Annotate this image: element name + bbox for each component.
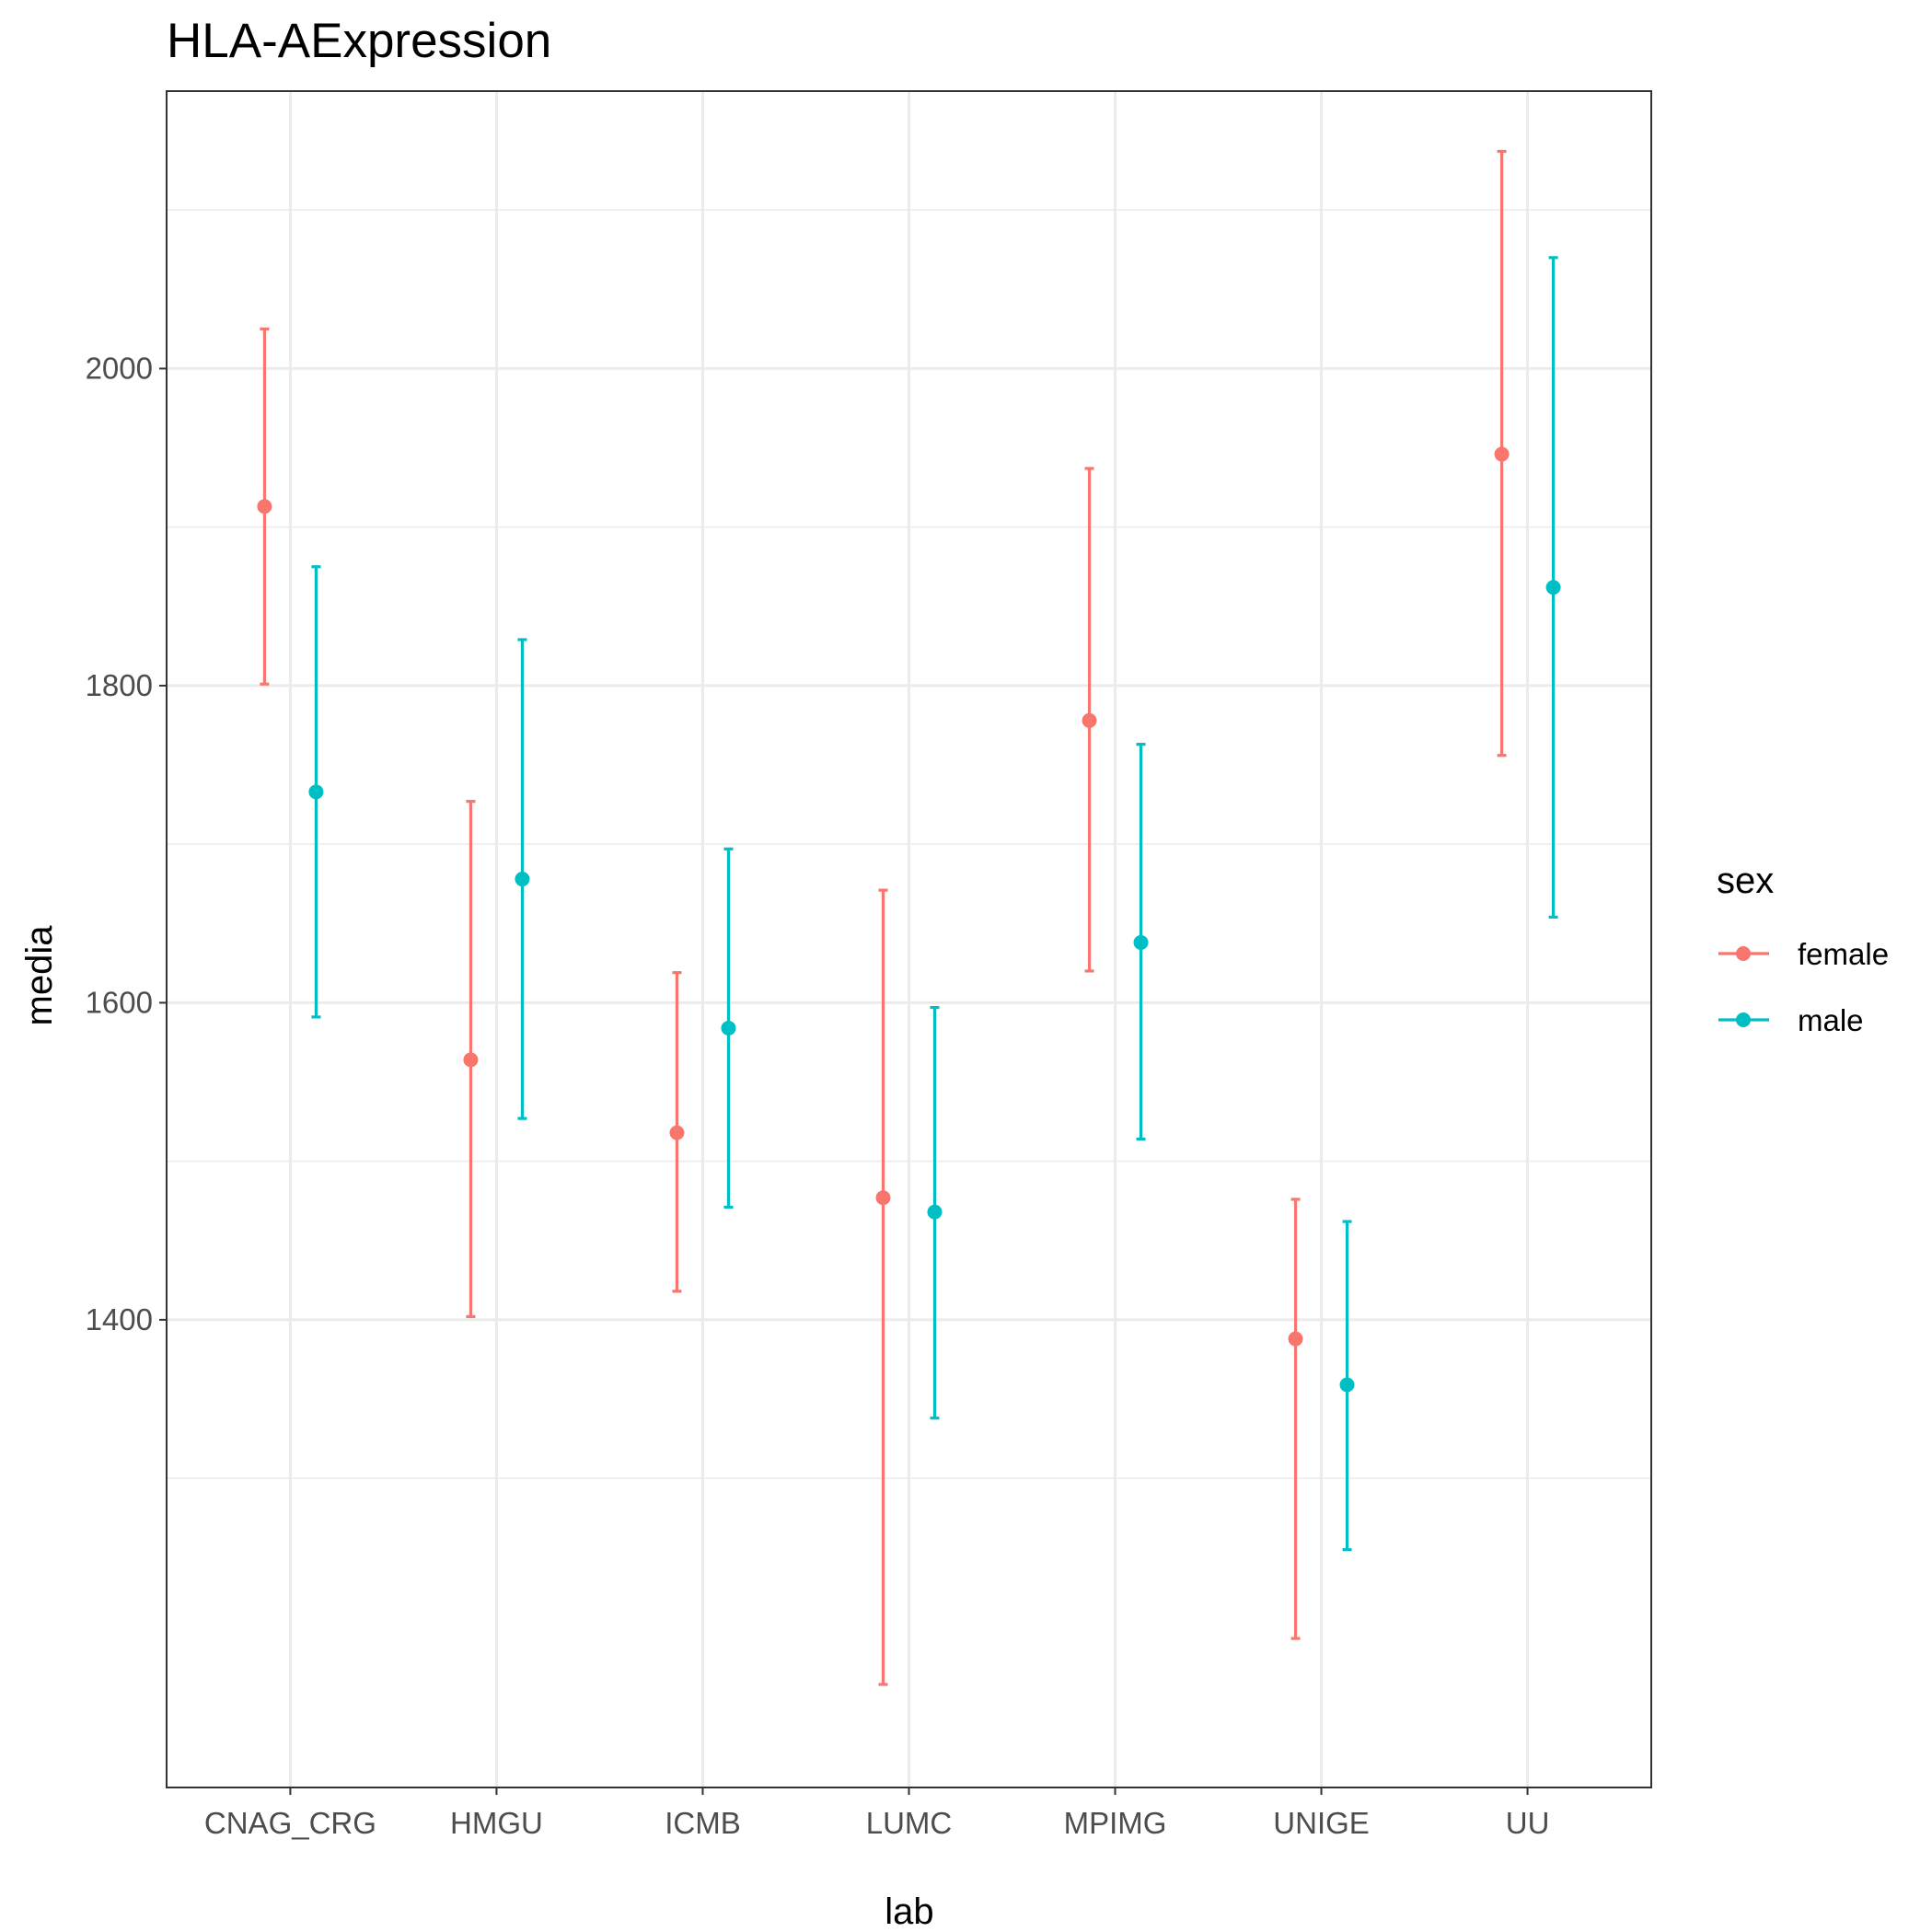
data-point (927, 1204, 943, 1220)
y-tick-label: 2000 (86, 351, 153, 385)
series-female (257, 149, 1510, 1686)
data-point (257, 499, 272, 515)
data-point (721, 1020, 736, 1035)
data-marks (257, 149, 1561, 1686)
y-tick-label: 1600 (86, 985, 153, 1019)
chart-title: HLA-AExpression (167, 14, 551, 68)
y-axis: 1400 1600 1800 2000 (86, 351, 167, 1336)
plot-panel (166, 90, 1652, 1788)
data-point (1082, 712, 1097, 728)
data-point (463, 1052, 479, 1068)
data-point (1339, 1377, 1355, 1393)
data-point (1494, 446, 1510, 462)
legend-key-point (1736, 946, 1751, 961)
data-point (875, 1190, 891, 1206)
legend-label: male (1798, 1003, 1864, 1037)
x-tick-label: LUMC (866, 1806, 953, 1840)
y-axis-title: media (19, 925, 60, 1026)
data-point (1545, 580, 1561, 596)
data-point (515, 872, 530, 887)
x-tick-label: HMGU (450, 1806, 543, 1840)
legend-title: sex (1717, 861, 1774, 901)
data-point (1288, 1331, 1303, 1347)
data-point (1133, 934, 1149, 950)
data-point (308, 784, 324, 800)
data-point (669, 1125, 685, 1140)
x-tick-label: UNIGE (1273, 1806, 1370, 1840)
x-tick-label: MPIMG (1064, 1806, 1167, 1840)
legend-key-point (1736, 1012, 1751, 1027)
legend-label: female (1798, 937, 1889, 971)
x-tick-label: CNAG_CRG (204, 1806, 376, 1840)
y-tick-label: 1800 (86, 668, 153, 702)
x-axis-title: lab (885, 1892, 933, 1932)
major-gridlines (167, 91, 1651, 1787)
x-tick-label: ICMB (665, 1806, 741, 1840)
y-tick-label: 1400 (86, 1302, 153, 1336)
legend: sex female male (1717, 861, 1889, 1037)
x-tick-label: UU (1506, 1806, 1550, 1840)
x-axis: CNAG_CRG HMGU ICMB LUMC MPIMG UNIGE UU (204, 1787, 1550, 1840)
series-male (308, 256, 1561, 1552)
